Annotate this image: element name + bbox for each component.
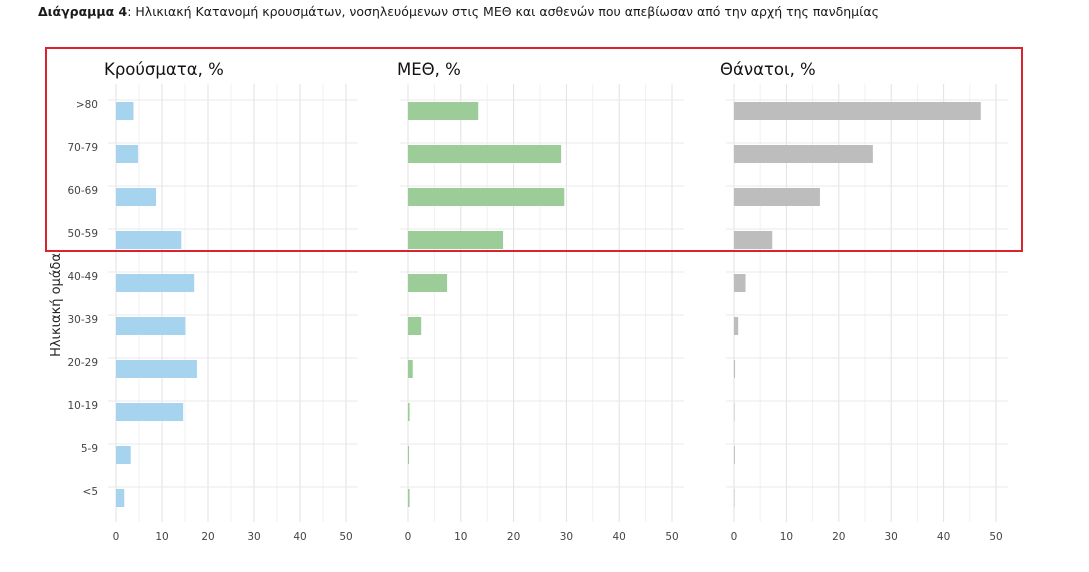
icu-bar-8 — [408, 446, 410, 464]
icu-bar-6 — [408, 360, 413, 378]
deaths-panel-title: Θάνατοι, % — [720, 60, 816, 79]
y-tick-label: 20-29 — [67, 357, 98, 369]
deaths-bar-8 — [734, 446, 735, 464]
x-tick-label: 0 — [405, 531, 412, 543]
x-tick-label: 20 — [201, 531, 214, 543]
x-tick-label: 20 — [832, 531, 845, 543]
icu-bar-3 — [408, 231, 504, 249]
x-tick-label: 50 — [339, 531, 352, 543]
deaths-bar-9 — [734, 489, 735, 507]
cases-bar-9 — [116, 489, 125, 507]
deaths-bar-2 — [734, 188, 820, 206]
cases-bar-6 — [116, 360, 197, 378]
icu-bar-1 — [408, 145, 562, 163]
icu-bar-9 — [408, 489, 410, 507]
cases-bar-8 — [116, 446, 131, 464]
y-axis-title: Ηλικιακή ομάδα — [49, 253, 64, 357]
x-tick-label: 50 — [989, 531, 1002, 543]
deaths-bar-4 — [734, 274, 746, 292]
cases-bar-3 — [116, 231, 182, 249]
icu-bar-0 — [408, 102, 479, 120]
deaths-bar-5 — [734, 317, 739, 335]
cases-panel-title: Κρούσματα, % — [104, 60, 224, 79]
deaths-bar-1 — [734, 145, 873, 163]
figure-caption-prefix: Διάγραμμα 4 — [38, 4, 128, 19]
y-tick-label: 40-49 — [67, 271, 98, 283]
x-tick-label: 40 — [293, 531, 306, 543]
x-tick-label: 50 — [665, 531, 678, 543]
x-tick-label: 30 — [560, 531, 573, 543]
cases-bar-0 — [116, 102, 134, 120]
deaths-bar-6 — [734, 360, 736, 378]
cases-bar-5 — [116, 317, 186, 335]
deaths-bar-0 — [734, 102, 981, 120]
y-tick-label: 50-59 — [67, 228, 98, 240]
x-tick-label: 0 — [113, 531, 120, 543]
cases-bar-2 — [116, 188, 157, 206]
x-tick-label: 0 — [731, 531, 738, 543]
cases-bar-4 — [116, 274, 195, 292]
y-tick-label: 30-39 — [67, 314, 98, 326]
icu-bar-5 — [408, 317, 422, 335]
x-tick-label: 40 — [937, 531, 950, 543]
y-tick-label: 70-79 — [67, 142, 98, 154]
x-tick-label: 30 — [885, 531, 898, 543]
x-tick-label: 20 — [507, 531, 520, 543]
y-tick-label: 60-69 — [67, 185, 98, 197]
cases-bar-7 — [116, 403, 184, 421]
x-tick-label: 40 — [613, 531, 626, 543]
figure-caption-text: : Ηλικιακή Κατανομή κρουσμάτων, νοσηλευό… — [127, 4, 879, 19]
figure-caption: Διάγραμμα 4: Ηλικιακή Κατανομή κρουσμάτω… — [38, 4, 879, 19]
deaths-bar-7 — [734, 403, 735, 421]
x-tick-label: 10 — [780, 531, 793, 543]
y-tick-label: 5-9 — [81, 443, 98, 455]
icu-bar-4 — [408, 274, 448, 292]
icu-bar-2 — [408, 188, 565, 206]
cases-bar-1 — [116, 145, 139, 163]
x-tick-label: 10 — [155, 531, 168, 543]
icu-bar-7 — [408, 403, 410, 421]
x-tick-label: 30 — [247, 531, 260, 543]
y-tick-label: <5 — [83, 486, 98, 498]
y-tick-label: 10-19 — [67, 400, 98, 412]
icu-panel-title: ΜΕΘ, % — [397, 60, 461, 79]
y-tick-label: >80 — [76, 99, 98, 111]
deaths-bar-3 — [734, 231, 773, 249]
highlight-box — [45, 47, 1023, 252]
x-tick-label: 10 — [454, 531, 467, 543]
